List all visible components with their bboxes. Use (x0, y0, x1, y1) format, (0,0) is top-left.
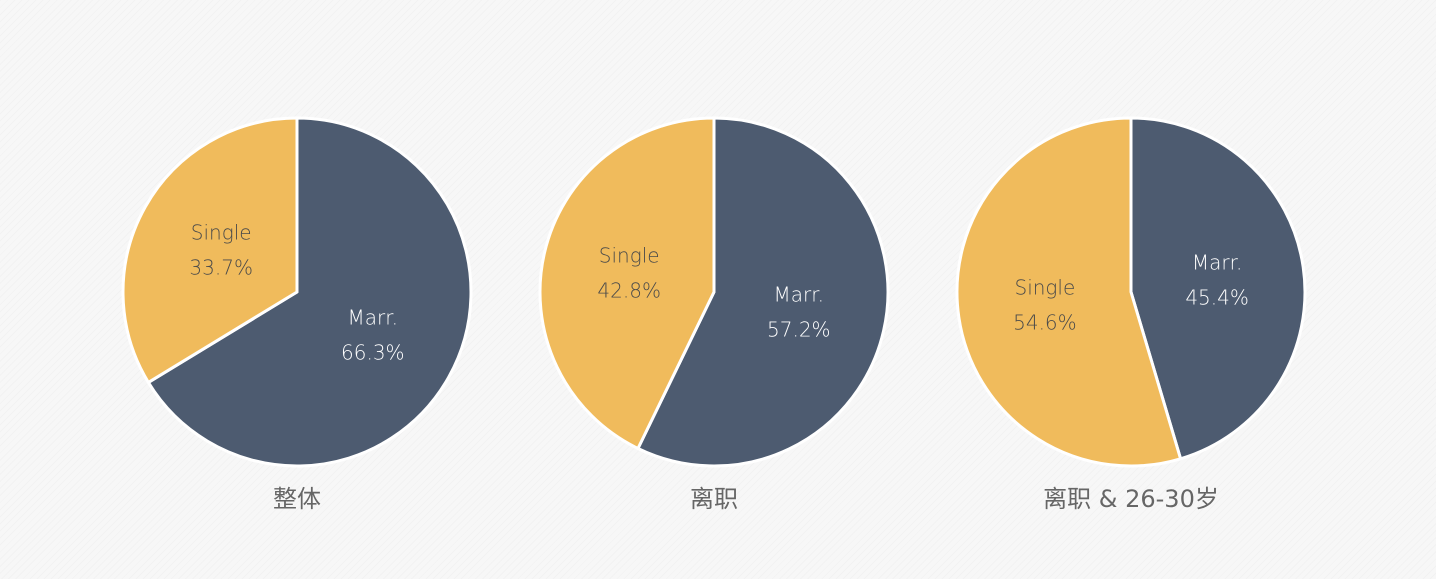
pie-slice-single (121, 116, 299, 384)
pie-chart-3: Marr. 45.4% Single 54.6% 离职 & 26-30岁 (955, 116, 1307, 513)
slice-name-label: Single (1015, 276, 1076, 300)
slice-value-label: 42.8% (597, 279, 661, 303)
slice-value-label: 57.2% (767, 318, 831, 342)
pie-slice-married (636, 116, 890, 468)
slice-value-label: 33.7% (189, 255, 253, 279)
slice-value-label: 66.3% (341, 341, 405, 365)
slice-name-label: Marr. (774, 283, 824, 307)
pie-slice-married (1129, 116, 1307, 461)
slice-value-label: 45.4% (1185, 286, 1249, 310)
pie-chart-2: Marr. 57.2% Single 42.8% 离职 (538, 116, 890, 513)
pie-chart-1: Marr. 66.3% Single 33.7% 整体 (121, 116, 473, 513)
slice-name-label: Marr. (1192, 251, 1242, 275)
slice-value-label: 54.6% (1013, 311, 1077, 335)
slice-name-label: Marr. (348, 306, 398, 330)
pie-slice-married (146, 116, 473, 468)
pie-chart-title: 整体 (273, 485, 321, 513)
slice-name-label: Single (599, 244, 660, 268)
pie-slice-single (955, 116, 1183, 468)
slice-name-label: Single (191, 220, 252, 244)
pie-chart-title: 离职 & 26-30岁 (1043, 485, 1219, 513)
pie-chart-title: 离职 (690, 485, 738, 513)
pie-slice-single (538, 116, 716, 450)
